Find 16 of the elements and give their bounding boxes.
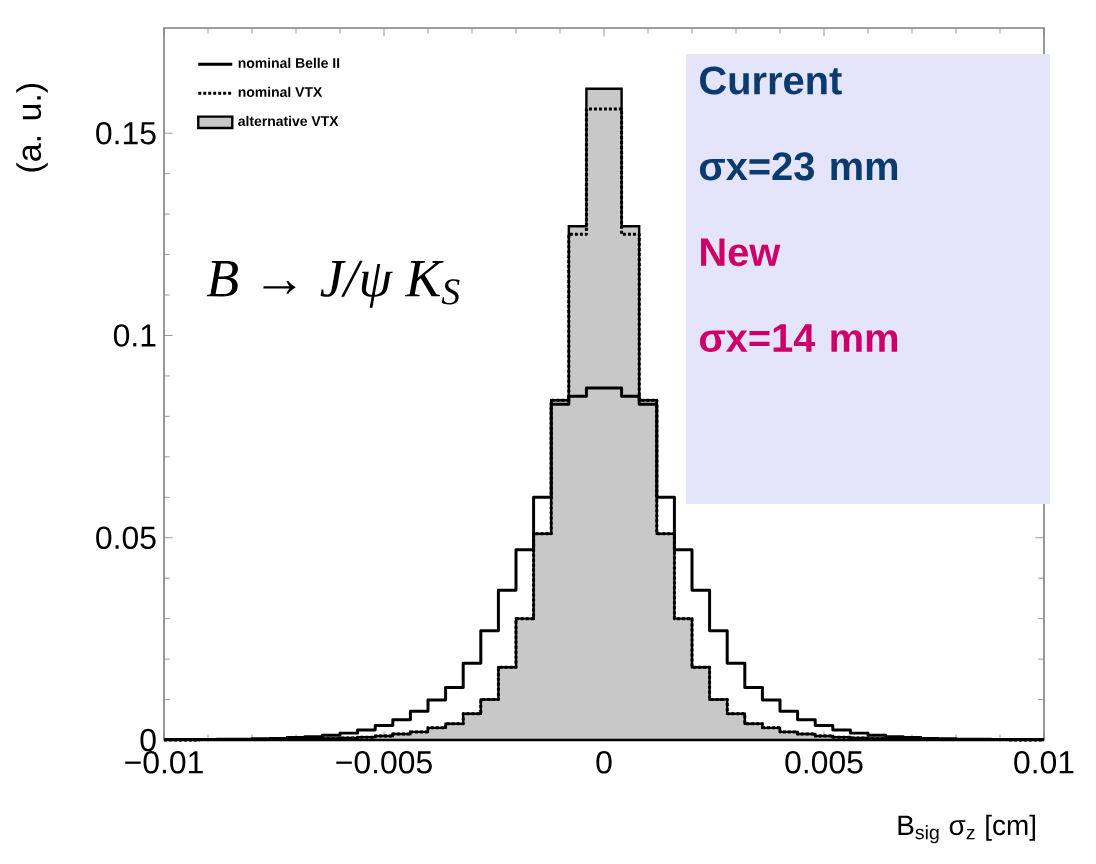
x-tick-label: −0.005 <box>336 751 432 774</box>
annotation: σx=14 mm <box>699 324 898 353</box>
annotation: B → J/ψ K$_{S}$ <box>206 260 460 308</box>
y-tick-label: 0.15 <box>96 121 156 145</box>
x-tick-label: −0.01 <box>125 751 203 774</box>
x-tick-label: 0.01 <box>1014 751 1074 774</box>
y-tick-label: 0 <box>140 728 156 752</box>
annotation: New <box>701 238 781 267</box>
annotation: σx=23 mm <box>699 152 898 181</box>
annotation: Current <box>700 66 842 95</box>
y-tick-label: 0.1 <box>113 324 156 347</box>
y-axis-title: (a. u.) <box>16 83 48 172</box>
x-axis-title: B$_{sig}$ σ$_{z}$ [cm] <box>898 814 1035 844</box>
y-tick-label: 0.05 <box>96 526 156 550</box>
x-tick-label: 0 <box>596 751 612 774</box>
x-tick-label: 0.005 <box>785 751 863 774</box>
